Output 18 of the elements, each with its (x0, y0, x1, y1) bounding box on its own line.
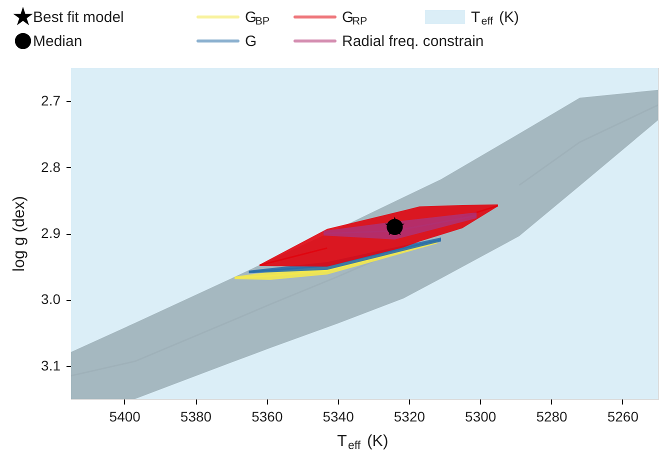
y-tick-label: 3.1 (41, 357, 61, 374)
y-tick-label: 2.7 (41, 92, 61, 109)
y-axis-title: log g (dex) (11, 196, 28, 272)
x-tick-label: 5360 (252, 408, 283, 424)
y-tick-label: 2.8 (41, 158, 61, 175)
legend-label: Best fit model (33, 9, 124, 26)
legend-label: G (245, 33, 257, 50)
legend-label: Median (33, 33, 82, 50)
y-tick-label: 3.0 (41, 291, 61, 308)
legend-label: Radial freq. constrain (342, 33, 484, 50)
x-tick-label: 5300 (465, 408, 496, 424)
x-tick-label: 5260 (607, 408, 639, 424)
x-tick-label: 5280 (536, 408, 568, 424)
x-tick-label: 5340 (322, 408, 354, 424)
x-tick-label: 5380 (180, 408, 212, 424)
y-tick-label: 2.9 (41, 225, 61, 241)
x-tick-label: 5320 (394, 408, 426, 424)
x-tick-label: 5400 (109, 408, 141, 424)
